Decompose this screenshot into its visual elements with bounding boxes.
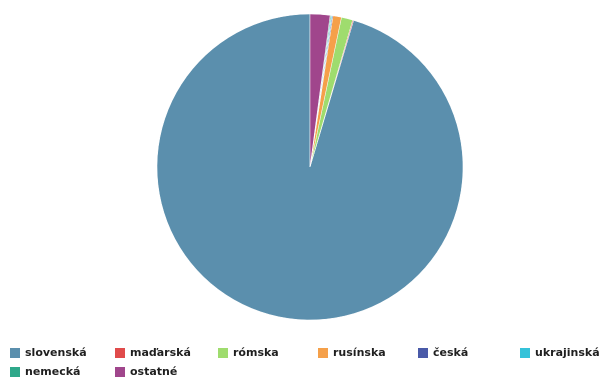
- legend-label-ukrajinska: ukrajinská: [535, 346, 600, 359]
- legend-swatch-romska: [218, 347, 228, 358]
- legend-swatch-ceska: [418, 347, 428, 358]
- pie-chart: [156, 13, 464, 321]
- legend-item-ukrajinska: ukrajinská: [520, 346, 600, 359]
- legend-swatch-ostatne: [115, 366, 125, 377]
- legend-swatch-nemecka: [10, 366, 20, 377]
- legend-label-madarska: maďarská: [130, 346, 191, 359]
- legend-item-rusinska: rusínska: [318, 346, 386, 359]
- legend-item-ceska: česká: [418, 346, 468, 359]
- legend-item-romska: rómska: [218, 346, 279, 359]
- legend-item-slovenska: slovenská: [10, 346, 87, 359]
- legend-item-nemecka: nemecká: [10, 365, 80, 378]
- legend-item-madarska: maďarská: [115, 346, 191, 359]
- legend-swatch-slovenska: [10, 347, 20, 358]
- legend-label-romska: rómska: [233, 346, 279, 359]
- legend-label-rusinska: rusínska: [333, 346, 386, 359]
- legend-label-ceska: česká: [433, 346, 469, 359]
- legend: slovenská maďarská rómska rusínska česká…: [10, 346, 603, 381]
- legend-label-nemecka: nemecká: [25, 365, 81, 378]
- legend-swatch-ukrajinska: [520, 347, 530, 358]
- pie-slice-ostatne: [309, 13, 331, 168]
- legend-swatch-madarska: [115, 347, 125, 358]
- legend-swatch-rusinska: [318, 347, 328, 358]
- legend-label-ostatne: ostatné: [130, 365, 178, 378]
- legend-label-slovenska: slovenská: [25, 346, 87, 359]
- legend-item-ostatne: ostatné: [115, 365, 177, 378]
